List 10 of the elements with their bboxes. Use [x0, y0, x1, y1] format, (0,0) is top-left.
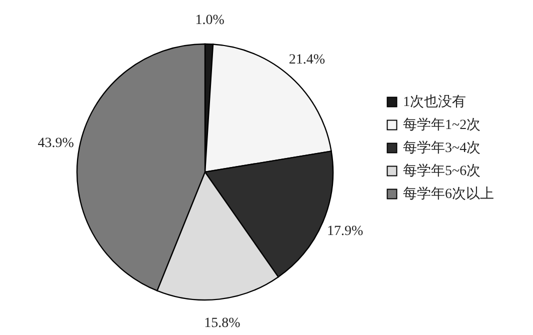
data-label: 43.9% — [38, 136, 74, 152]
data-label: 1.0% — [195, 13, 225, 28]
legend-label: 每学年3~4次 — [403, 140, 481, 156]
data-label: 17.9% — [326, 224, 364, 240]
legend-label: 每学年5~6次 — [403, 163, 481, 179]
legend-label: 1次也没有 — [403, 94, 466, 110]
legend-label: 每学年1~2次 — [403, 117, 481, 133]
data-label: 21.4% — [288, 52, 326, 68]
data-label: 15.8% — [204, 316, 241, 332]
legend-label: 每学年6次以上 — [403, 186, 494, 202]
